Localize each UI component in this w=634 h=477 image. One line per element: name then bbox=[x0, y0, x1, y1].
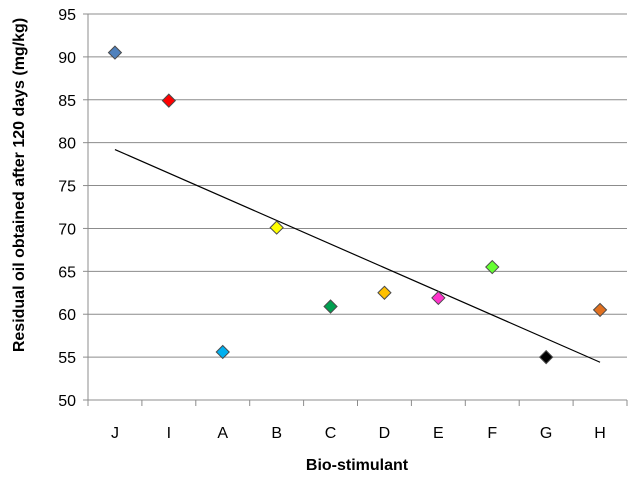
y-tick-label: 70 bbox=[58, 221, 76, 238]
y-axis-title: Residual oil obtained after 120 days (mg… bbox=[11, 18, 28, 352]
x-tick-label: I bbox=[167, 425, 171, 442]
data-point-e bbox=[431, 290, 446, 306]
y-tick-label: 75 bbox=[58, 179, 76, 196]
trendline-group bbox=[114, 148, 601, 363]
y-tick-label: 90 bbox=[58, 50, 76, 67]
y-tick-label: 95 bbox=[58, 7, 76, 24]
gridlines bbox=[88, 13, 627, 401]
y-tick-label: 60 bbox=[58, 307, 76, 324]
data-points bbox=[107, 45, 608, 365]
y-tick-label: 65 bbox=[58, 264, 76, 281]
data-point-f bbox=[485, 259, 500, 275]
data-point-i bbox=[161, 93, 177, 108]
data-point-g bbox=[538, 349, 554, 365]
y-tick-label: 85 bbox=[58, 93, 76, 110]
x-tick-label: H bbox=[594, 425, 606, 442]
x-tick-label: A bbox=[217, 425, 228, 442]
data-point-c bbox=[323, 299, 338, 314]
y-tick-label: 55 bbox=[58, 350, 76, 367]
y-tick-labels: 50 55 60 65 70 75 80 85 90 95 bbox=[58, 7, 76, 410]
trendline bbox=[114, 148, 601, 363]
data-point-a bbox=[215, 344, 230, 360]
axes bbox=[83, 13, 628, 406]
y-tick-label: 50 bbox=[58, 393, 76, 410]
data-point-j bbox=[107, 45, 123, 60]
x-tick-label: F bbox=[487, 425, 497, 442]
data-point-d bbox=[377, 285, 392, 300]
data-point-h bbox=[592, 302, 608, 318]
x-axis-title: Bio-stimulant bbox=[306, 457, 409, 474]
y-tick-label: 80 bbox=[58, 136, 76, 153]
x-tick-label: E bbox=[433, 425, 444, 442]
x-tick-label: D bbox=[379, 425, 391, 442]
x-tick-label: C bbox=[325, 425, 337, 442]
data-point-b bbox=[269, 220, 284, 235]
x-tick-label: J bbox=[111, 425, 119, 442]
x-tick-label: G bbox=[540, 425, 552, 442]
x-tick-label: B bbox=[271, 425, 282, 442]
